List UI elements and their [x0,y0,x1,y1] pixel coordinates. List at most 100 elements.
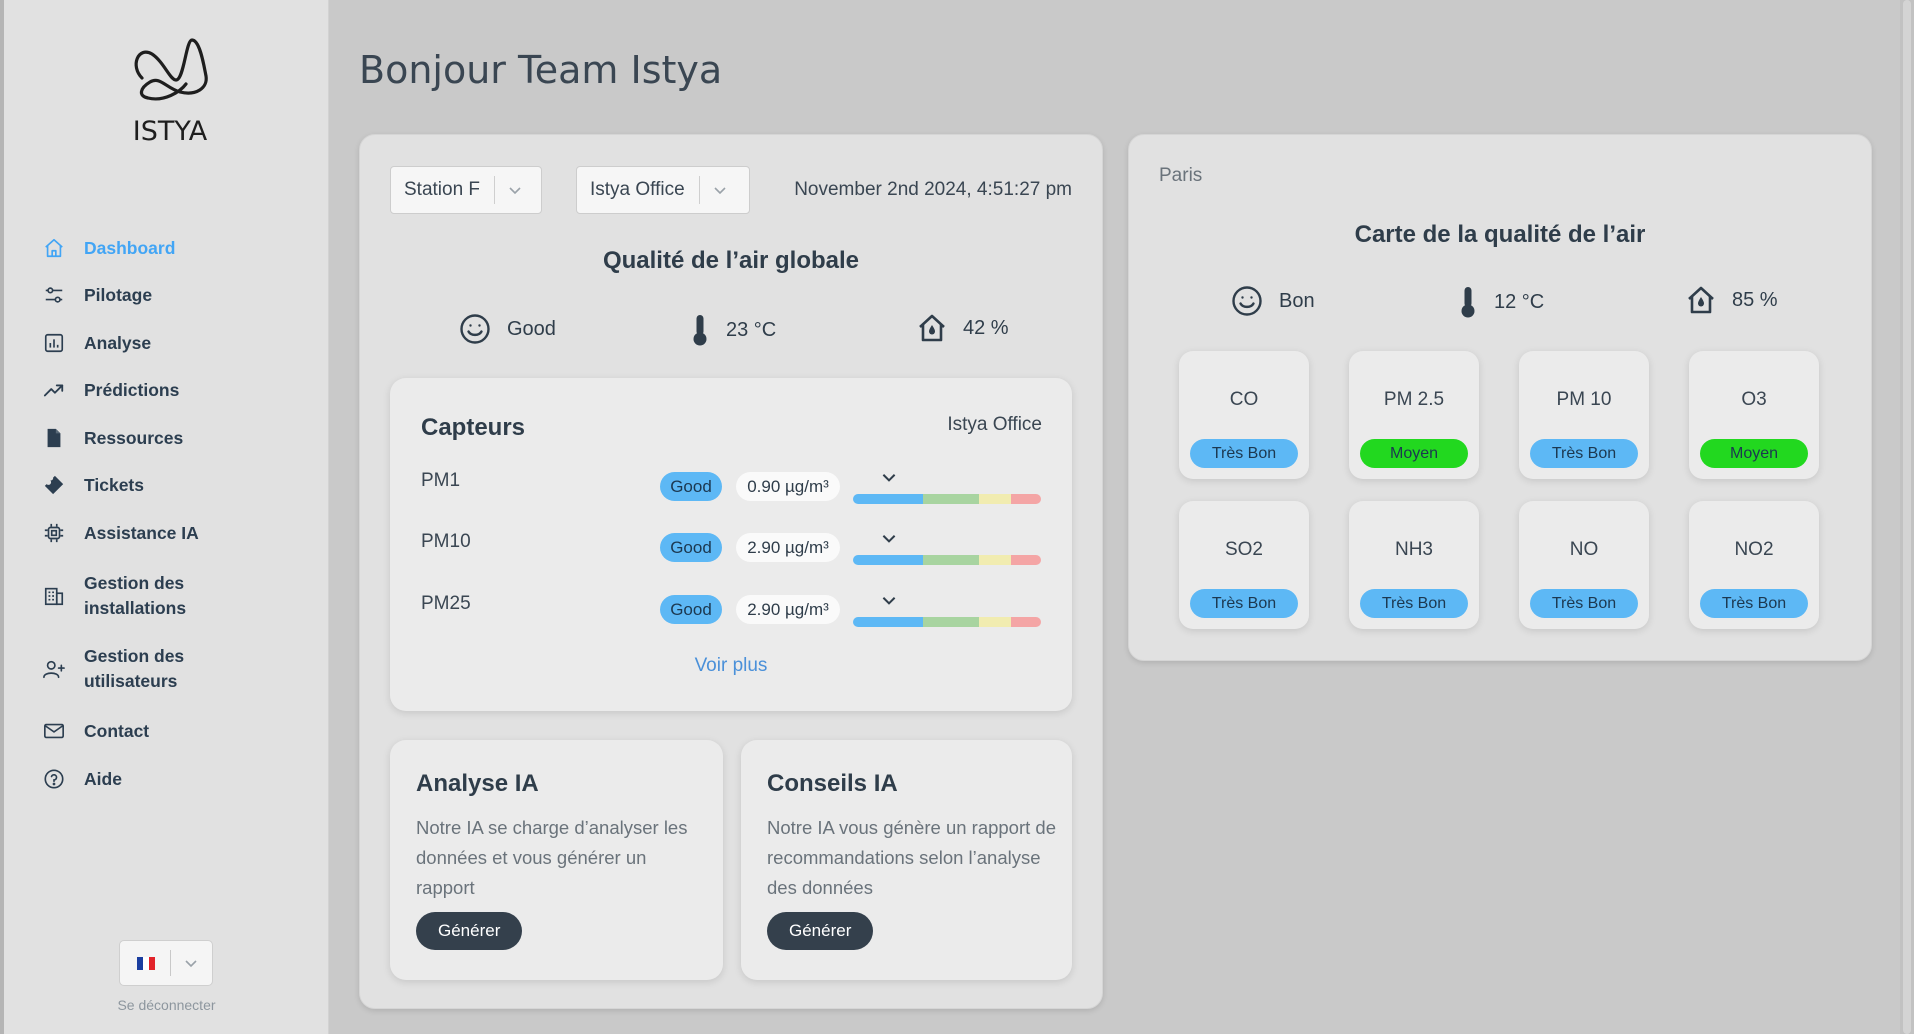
sliders-icon [40,281,68,309]
sidebar-item-utilisateurs[interactable]: Gestion des utilisateurs [40,644,184,694]
pollutant-name: NO [1569,539,1599,560]
pollutant-card[interactable]: SO2 Très Bon [1179,501,1309,629]
sidebar-item-pilotage[interactable]: Pilotage [40,281,152,309]
sidebar-item-analyse[interactable]: Analyse [40,329,151,357]
sensor-value: 0.90 µg/m³ [736,472,840,501]
window-scrollbar[interactable] [1900,0,1914,1034]
logout-link[interactable]: Se déconnecter [117,997,216,1013]
air-quality-map-card: Paris Carte de la qualité de l’air Bon 1… [1128,134,1872,661]
sidebar-item-label: Analyse [84,332,152,353]
ia-analysis-card: Analyse IA Notre IA se charge d’analyser… [390,740,723,980]
sidebar-item-tickets[interactable]: Tickets [40,471,144,499]
sensors-location: Istya Office [947,414,1042,435]
sidebar-item-label: Tickets [84,474,144,495]
level-scale [853,617,1041,627]
sensor-row[interactable]: PM1 Good 0.90 µg/m³ [390,470,1072,520]
thermometer-icon [1458,285,1478,319]
ticket-icon [40,471,68,499]
sidebar-item-ressources[interactable]: Ressources [40,424,183,452]
pollutant-name: PM 10 [1556,389,1612,410]
map-air-quality-value: Bon [1279,289,1315,312]
sidebar-item-label-line2: installations [84,598,187,618]
pollutant-card[interactable]: NO2 Très Bon [1689,501,1819,629]
ia-analysis-description: Notre IA se charge d’analyser les donnée… [416,817,688,898]
status-badge: Good [660,533,722,562]
mail-icon [40,717,68,745]
chevron-down-icon[interactable] [880,468,898,486]
generate-advice-button[interactable]: Générer [767,912,874,950]
air-quality-metric: Good [459,313,556,345]
chevron-down-icon[interactable] [880,591,898,609]
bar-chart-icon [40,329,68,357]
sidebar-item-label: Pilotage [84,284,153,305]
sidebar-item-label: Ressources [84,427,184,448]
pollutant-card[interactable]: PM 10 Très Bon [1519,351,1649,479]
pollutant-status-badge: Très Bon [1190,589,1298,618]
site-select-value: Station F [404,179,481,200]
house-humidity-icon [1686,285,1716,315]
pollutant-status-badge: Très Bon [1190,439,1298,468]
scrollbar-thumb[interactable] [1903,0,1911,1034]
room-select[interactable]: Istya Office [576,166,750,214]
sensor-row[interactable]: PM25 Good 2.90 µg/m³ [390,593,1072,643]
ia-advice-card: Conseils IA Notre IA vous génère un rapp… [741,740,1072,980]
sidebar-item-label: Contact [84,720,150,741]
pollutant-status-badge: Très Bon [1530,589,1638,618]
sensor-value: 2.90 µg/m³ [736,533,840,562]
document-icon [40,424,68,452]
language-select[interactable] [119,940,213,986]
map-temperature-metric: 12 °C [1458,285,1544,319]
humidity-metric: 42 % [917,313,1009,343]
brand-name: ISTYA [132,116,208,147]
home-icon [40,234,68,262]
pollutant-status-badge: Très Bon [1360,589,1468,618]
sidebar-item-label: Prédictions [84,379,180,400]
chevron-down-icon[interactable] [880,529,898,547]
sidebar-item-label: Aide [84,768,122,789]
sensor-name: PM1 [421,470,461,491]
map-humidity-metric: 85 % [1686,285,1778,315]
pollutant-card[interactable]: NH3 Très Bon [1349,501,1479,629]
pollutant-status-badge: Très Bon [1700,589,1808,618]
room-select-value: Istya Office [590,179,685,200]
thermometer-icon [690,313,710,347]
map-air-quality-metric: Bon [1231,285,1315,317]
sidebar-item-label: Dashboard [84,237,176,258]
see-more-link[interactable]: Voir plus [694,655,768,676]
ia-advice-description: Notre IA vous génère un rapport de recom… [767,817,1056,898]
sensor-row[interactable]: PM10 Good 2.90 µg/m³ [390,531,1072,581]
overview-card: Station F Istya Office November 2nd 2024… [359,134,1103,1009]
chevron-down-icon [509,187,521,195]
help-icon [40,765,68,793]
generate-analysis-button[interactable]: Générer [416,912,523,950]
sidebar-item-assistance-ia[interactable]: Assistance IA [40,519,199,547]
sidebar-item-dashboard[interactable]: Dashboard [40,234,175,262]
pollutant-card[interactable]: NO Très Bon [1519,501,1649,629]
pollutant-card[interactable]: CO Très Bon [1179,351,1309,479]
building-icon [40,582,68,610]
current-datetime: November 2nd 2024, 4:51:27 pm [794,179,1072,200]
sidebar-item-predictions[interactable]: Prédictions [40,376,179,404]
pollutant-card[interactable]: PM 2.5 Moyen [1349,351,1479,479]
page-title: Bonjour Team Istya [359,48,723,92]
istya-logo-icon [134,38,208,101]
status-badge: Good [660,595,722,624]
map-title: Carte de la qualité de l’air [1354,221,1646,248]
sidebar-item-installations[interactable]: Gestion des installations [40,571,186,621]
sidebar-item-contact[interactable]: Contact [40,717,149,745]
pollutant-status-badge: Très Bon [1530,439,1638,468]
level-scale [853,494,1041,504]
sensor-name: PM25 [421,593,471,614]
sensor-value: 2.90 µg/m³ [736,595,840,624]
istya-logo[interactable]: ISTYA [120,36,220,156]
map-temperature-value: 12 °C [1494,290,1545,313]
pollutant-card[interactable]: O3 Moyen [1689,351,1819,479]
site-select[interactable]: Station F [390,166,542,214]
chip-icon [40,519,68,547]
sidebar-item-label: Gestion des [84,646,185,666]
ia-analysis-title: Analyse IA [416,770,539,797]
pollutant-name: PM 2.5 [1383,389,1445,410]
sidebar-item-aide[interactable]: Aide [40,765,122,793]
pollutant-name: NH3 [1394,539,1433,560]
temperature-metric: 23 °C [690,313,776,347]
